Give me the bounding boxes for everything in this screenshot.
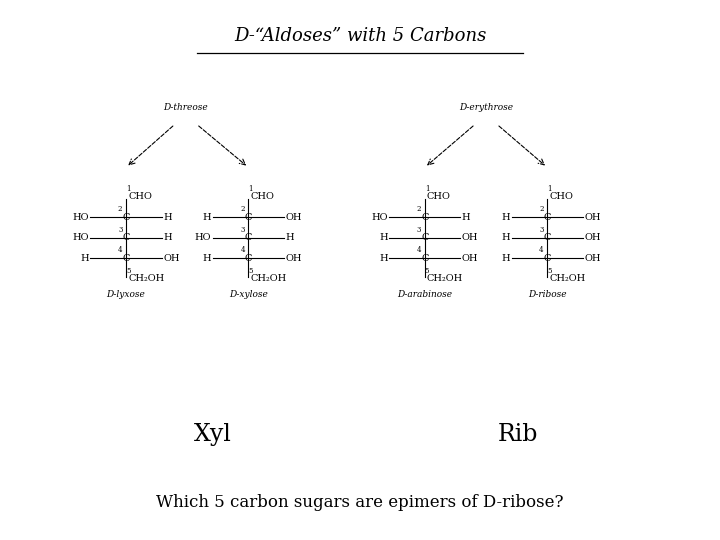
Text: 4: 4	[118, 246, 122, 254]
Text: H: H	[379, 233, 388, 242]
Text: C: C	[245, 213, 252, 221]
Text: 5: 5	[425, 267, 429, 275]
Text: 3: 3	[240, 226, 245, 234]
Text: 5: 5	[126, 267, 130, 275]
Text: HO: HO	[73, 233, 89, 242]
Text: 1: 1	[126, 185, 130, 193]
Text: C: C	[122, 233, 130, 242]
Text: C: C	[245, 254, 252, 262]
Text: CHO: CHO	[128, 192, 152, 201]
Text: 3: 3	[417, 226, 421, 234]
Text: 4: 4	[539, 246, 544, 254]
Text: C: C	[544, 254, 551, 262]
Text: CHO: CHO	[251, 192, 274, 201]
Text: H: H	[285, 233, 294, 242]
Text: OH: OH	[285, 213, 302, 221]
Text: CH₂OH: CH₂OH	[549, 274, 585, 283]
Text: D-“Aldoses” with 5 Carbons: D-“Aldoses” with 5 Carbons	[234, 27, 486, 45]
Text: C: C	[421, 213, 428, 221]
Text: H: H	[502, 213, 510, 221]
Text: OH: OH	[584, 213, 600, 221]
Text: C: C	[122, 213, 130, 221]
Text: CH₂OH: CH₂OH	[128, 274, 164, 283]
Text: 1: 1	[425, 185, 429, 193]
Text: 5: 5	[547, 267, 552, 275]
Text: Rib: Rib	[498, 423, 539, 446]
Text: OH: OH	[584, 254, 600, 262]
Text: 4: 4	[417, 246, 421, 254]
Text: D-arabinose: D-arabinose	[397, 290, 452, 299]
Text: H: H	[379, 254, 388, 262]
Text: H: H	[163, 213, 171, 221]
Text: 3: 3	[539, 226, 544, 234]
Text: 1: 1	[547, 185, 552, 193]
Text: C: C	[122, 254, 130, 262]
Text: 2: 2	[240, 205, 245, 213]
Text: C: C	[245, 233, 252, 242]
Text: OH: OH	[584, 233, 600, 242]
Text: 2: 2	[118, 205, 122, 213]
Text: D-erythrose: D-erythrose	[459, 104, 513, 112]
Text: Which 5 carbon sugars are epimers of D-ribose?: Which 5 carbon sugars are epimers of D-r…	[156, 494, 564, 511]
Text: 3: 3	[118, 226, 122, 234]
Text: D-xylose: D-xylose	[229, 290, 268, 299]
Text: D-lyxose: D-lyxose	[107, 290, 145, 299]
Text: C: C	[421, 254, 428, 262]
Text: 5: 5	[248, 267, 253, 275]
Text: 4: 4	[240, 246, 245, 254]
Text: Xyl: Xyl	[194, 423, 231, 446]
Text: OH: OH	[285, 254, 302, 262]
Text: D-threose: D-threose	[163, 104, 208, 112]
Text: C: C	[544, 233, 551, 242]
Text: CH₂OH: CH₂OH	[251, 274, 287, 283]
Text: CH₂OH: CH₂OH	[427, 274, 463, 283]
Text: H: H	[81, 254, 89, 262]
Text: 1: 1	[248, 185, 253, 193]
Text: C: C	[544, 213, 551, 221]
Text: H: H	[502, 254, 510, 262]
Text: CHO: CHO	[427, 192, 451, 201]
Text: H: H	[502, 233, 510, 242]
Text: H: H	[163, 233, 171, 242]
Text: HO: HO	[73, 213, 89, 221]
Text: H: H	[203, 213, 212, 221]
Text: OH: OH	[462, 254, 478, 262]
Text: HO: HO	[372, 213, 388, 221]
Text: OH: OH	[163, 254, 179, 262]
Text: OH: OH	[462, 233, 478, 242]
Text: H: H	[462, 213, 470, 221]
Text: 2: 2	[539, 205, 544, 213]
Text: D-ribose: D-ribose	[528, 290, 567, 299]
Text: H: H	[203, 254, 212, 262]
Text: HO: HO	[195, 233, 212, 242]
Text: C: C	[421, 233, 428, 242]
Text: 2: 2	[417, 205, 421, 213]
Text: CHO: CHO	[549, 192, 573, 201]
